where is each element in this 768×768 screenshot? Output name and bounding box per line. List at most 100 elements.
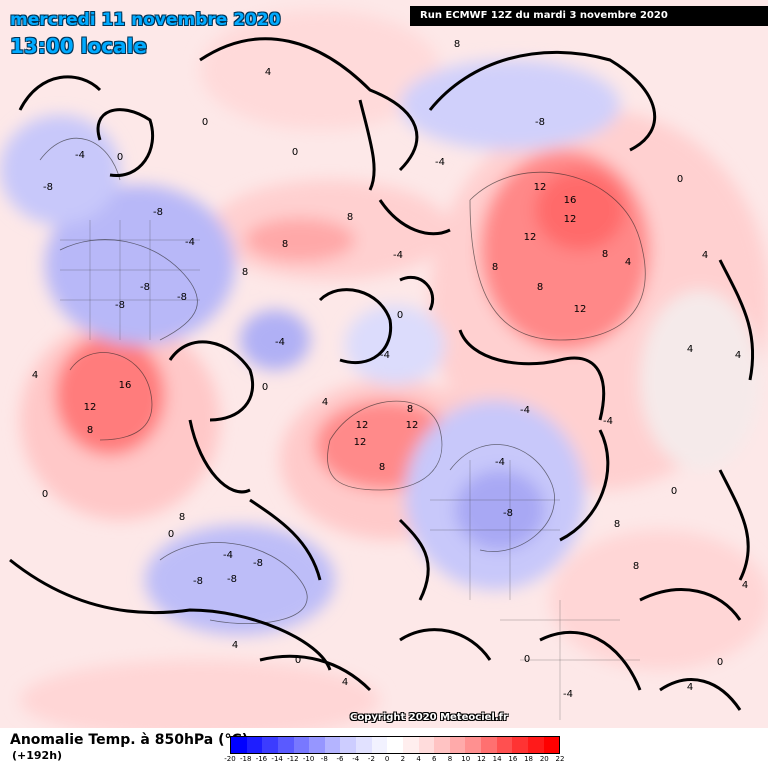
contour-label: 4 (232, 640, 238, 651)
legend-tick-label: 4 (416, 755, 421, 763)
contour-label: 8 (537, 282, 543, 293)
contour-label: 0 (202, 117, 208, 128)
contour-label: -4 (393, 250, 403, 261)
legend-swatch (527, 737, 544, 753)
contour-label: 16 (119, 380, 132, 391)
legend-swatch (309, 737, 325, 753)
contour-label: 4 (625, 257, 631, 268)
contour-label: 8 (87, 425, 93, 436)
contour-label: -8 (153, 207, 163, 218)
contour-label: 0 (262, 382, 268, 393)
legend-swatch (293, 737, 310, 753)
contour-label: 8 (492, 262, 498, 273)
contour-label: -8 (227, 574, 237, 585)
legend-tick-label: 12 (476, 755, 486, 763)
contour-label: 8 (633, 561, 639, 572)
contour-label: -8 (535, 117, 545, 128)
contour-label: -8 (503, 508, 513, 519)
contour-label: -8 (177, 292, 187, 303)
forecast-date: mercredi 11 novembre 2020 (10, 10, 281, 30)
color-legend: -20 -18 -16 -14 -12 -10 -8 -6 -4 -2 0 2 4 6 8 10 12 14 16 1… (224, 736, 564, 766)
legend-tick-label: -12 (287, 755, 299, 763)
legend-swatch (449, 737, 466, 753)
legend-swatch (356, 737, 372, 753)
contour-label: 8 (242, 267, 248, 278)
legend-tick-label: -6 (336, 755, 344, 763)
contour-label: 8 (602, 249, 608, 260)
legend-swatch (371, 737, 388, 753)
contour-label: 8 (282, 239, 288, 250)
legend-swatch (543, 737, 560, 753)
legend-swatch (262, 737, 278, 753)
legend-tick-label: -20 (224, 755, 236, 763)
contour-label: 4 (32, 370, 38, 381)
contour-label: -4 (563, 689, 573, 700)
contour-label: -8 (115, 300, 125, 311)
contour-label: 4 (702, 250, 708, 261)
contour-label: -8 (253, 558, 263, 569)
footer: Anomalie Temp. à 850hPa (°C) (+192h) (0, 728, 768, 768)
contour-label: 12 (354, 437, 367, 448)
contour-label: 12 (356, 420, 369, 431)
legend-ticks: -20 -18 -16 -14 -12 -10 -8 -6 -4 -2 0 2 4 6 8 10 12 14 16 1… (224, 754, 564, 766)
contour-label: 12 (534, 182, 547, 193)
legend-tick-label: 8 (447, 755, 453, 763)
legend-tick-label: -4 (352, 755, 360, 763)
contour-label: 0 (117, 152, 123, 163)
legend-tick-label: 14 (492, 755, 502, 763)
legend-swatch (481, 737, 497, 753)
legend-swatch (496, 737, 513, 753)
contour-label: 8 (407, 404, 413, 415)
contour-label: 4 (735, 350, 741, 361)
run-banner: Run ECMWF 12Z du mardi 3 novembre 2020 (410, 6, 768, 26)
contour-label: 12 (564, 214, 577, 225)
contour-label: -4 (520, 405, 530, 416)
legend-swatch (277, 737, 294, 753)
contour-label: 8 (179, 512, 185, 523)
legend-tick-label: -10 (302, 755, 315, 763)
contour-label: -4 (185, 237, 195, 248)
forecast-time: 13:00 locale (10, 34, 147, 58)
contour-labels: 8 4 0 0 -4 -8 -8 -8 -8 -8 -4 0 8 8 8 -8 … (32, 39, 748, 700)
contour-label: 0 (168, 529, 174, 540)
contour-label: 0 (524, 654, 530, 665)
contour-label: 16 (564, 195, 577, 206)
legend-tick-label: 20 (539, 755, 549, 763)
contour-label: 4 (742, 580, 748, 591)
legend-tick-label: 18 (524, 755, 534, 763)
contour-label: 4 (687, 682, 693, 693)
contour-label: -8 (43, 182, 53, 193)
legend-swatch (465, 737, 481, 753)
legend-swatch (512, 737, 528, 753)
contour-label: 8 (454, 39, 460, 50)
contour-label: 0 (671, 486, 677, 497)
contour-label: -4 (75, 150, 85, 161)
legend-tick-label: -8 (320, 755, 328, 763)
contour-label: 12 (406, 420, 419, 431)
contour-label: 4 (687, 344, 693, 355)
legend-tick-label: -18 (239, 755, 252, 763)
legend-swatch (324, 737, 341, 753)
legend-swatch (387, 737, 403, 753)
lead-time: (+192h) (12, 749, 63, 762)
contour-label: 12 (524, 232, 537, 243)
legend-tick-label: 6 (432, 755, 437, 763)
legend-swatch (402, 737, 419, 753)
contour-label: -8 (140, 282, 150, 293)
contour-label: 0 (42, 489, 48, 500)
legend-swatch (340, 737, 356, 753)
contour-label: -4 (603, 416, 613, 427)
contour-label: 8 (379, 462, 385, 473)
contour-label: 4 (265, 67, 271, 78)
legend-swatches (230, 736, 560, 754)
contour-label: 4 (322, 397, 328, 408)
legend-tick-label: -14 (271, 755, 283, 763)
contour-label: 0 (292, 147, 298, 158)
copyright: Copyright 2020 Meteociel.fr (350, 712, 508, 723)
legend-swatch (246, 737, 263, 753)
legend-tick-label: 2 (400, 755, 406, 763)
contour-label: 8 (347, 212, 353, 223)
legend-tick-label: -2 (367, 755, 375, 763)
contour-label: 0 (295, 655, 301, 666)
